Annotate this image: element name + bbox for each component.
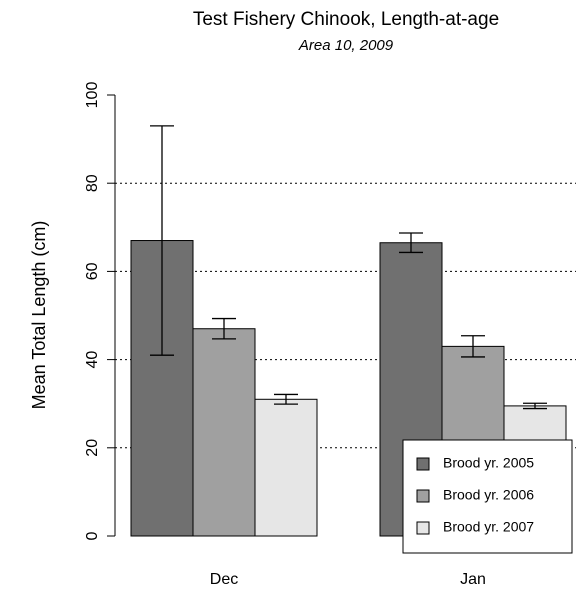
error-bar xyxy=(212,317,236,340)
legend-swatch xyxy=(416,521,430,535)
y-tick-label: 40 xyxy=(84,351,101,369)
y-tick-label: 20 xyxy=(84,439,101,457)
x-tick-label: Dec xyxy=(210,571,238,588)
y-tick-label: 0 xyxy=(84,531,101,540)
error-bar xyxy=(461,335,485,358)
chart-subtitle: Area 10, 2009 xyxy=(298,37,394,54)
legend-label: Brood yr. 2006 xyxy=(443,487,534,503)
bar xyxy=(254,398,318,537)
legend-label: Brood yr. 2005 xyxy=(443,455,534,471)
chart-title: Test Fishery Chinook, Length-at-age xyxy=(193,9,499,30)
error-bar xyxy=(523,402,547,410)
x-tick-label: Jan xyxy=(460,571,486,588)
error-bar xyxy=(150,125,174,356)
legend-label: Brood yr. 2007 xyxy=(443,519,534,535)
bar xyxy=(192,328,256,537)
error-bar xyxy=(274,393,298,405)
y-tick-label: 100 xyxy=(84,82,101,109)
error-bar xyxy=(399,232,423,254)
legend-swatch xyxy=(416,457,430,471)
legend-box xyxy=(402,439,573,554)
y-tick-label: 80 xyxy=(84,174,101,192)
y-axis-label: Mean Total Length (cm) xyxy=(29,221,49,410)
legend-swatch xyxy=(416,489,430,503)
y-tick-label: 60 xyxy=(84,262,101,280)
